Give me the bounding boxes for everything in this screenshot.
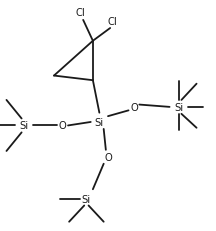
Text: Si: Si xyxy=(19,121,28,131)
Text: Si: Si xyxy=(95,117,104,128)
Text: Si: Si xyxy=(82,194,91,204)
Text: O: O xyxy=(130,102,138,112)
Text: Si: Si xyxy=(175,102,184,112)
Text: O: O xyxy=(104,152,112,162)
Text: Cl: Cl xyxy=(107,17,117,27)
Text: O: O xyxy=(59,121,67,131)
Text: Cl: Cl xyxy=(75,8,85,18)
